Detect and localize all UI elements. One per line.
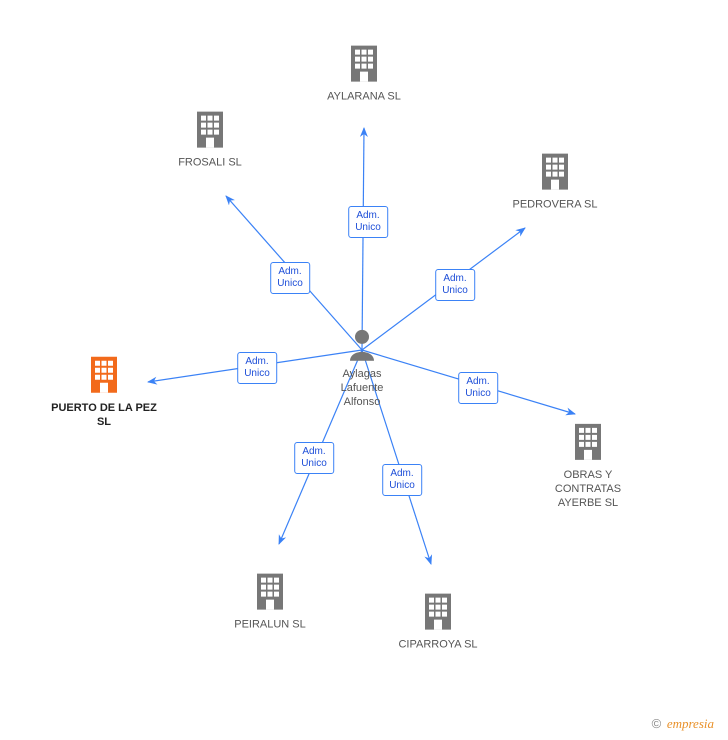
edge-label-ciparroya: Adm. Unico: [382, 464, 422, 496]
diagram-canvas: AYLARANA SL PEDROVERA SL OBRAS Y CONTRAT…: [0, 0, 728, 740]
edge-label-puerto: Adm. Unico: [237, 352, 277, 384]
edge-ciparroya: [362, 350, 431, 564]
edge-label-aylarana: Adm. Unico: [348, 206, 388, 238]
copyright-symbol: ©: [652, 716, 662, 731]
edge-label-frosali: Adm. Unico: [270, 262, 310, 294]
edges-svg: [0, 0, 728, 740]
attribution: © empresia: [652, 716, 714, 732]
edge-label-peiralun: Adm. Unico: [294, 442, 334, 474]
brand-name: empresia: [667, 716, 714, 731]
edge-label-obras: Adm. Unico: [458, 372, 498, 404]
edge-label-pedrovera: Adm. Unico: [435, 269, 475, 301]
edge-aylarana: [362, 128, 364, 350]
